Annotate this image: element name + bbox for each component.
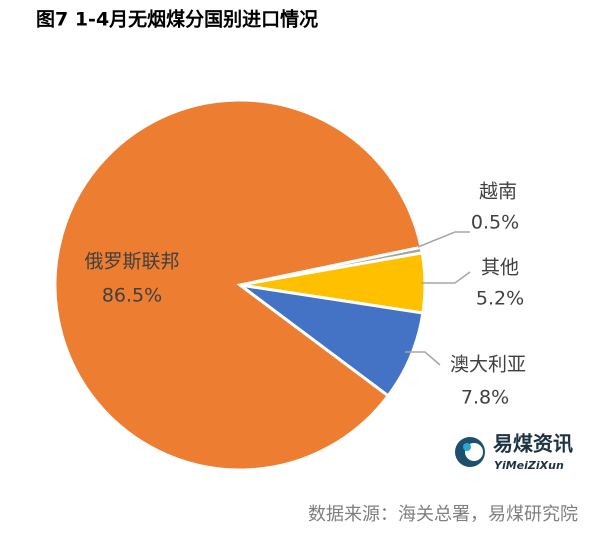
slice-label: 俄罗斯联邦 xyxy=(84,251,179,273)
logo-subtitle: YiMeiZiXun xyxy=(494,459,564,472)
chart-title: 图7 1-4月无烟煤分国别进口情况 xyxy=(36,8,318,31)
pie-slice xyxy=(53,98,423,472)
logo-title: 易煤资讯 xyxy=(493,432,573,456)
slice-label: 其他 xyxy=(481,257,519,279)
slice-label: 澳大利亚 xyxy=(450,354,526,376)
value-label: 0.5% xyxy=(471,212,519,234)
slice-label: 越南 xyxy=(479,181,517,203)
value-label: 7.8% xyxy=(461,387,509,409)
value-label: 86.5% xyxy=(102,285,162,307)
leader-line xyxy=(421,271,471,284)
source: 数据来源：海关总署，易煤研究院 xyxy=(308,504,578,525)
leader-line xyxy=(417,231,470,248)
leader-line xyxy=(405,351,441,366)
value-label: 5.2% xyxy=(476,288,524,310)
logo-icon xyxy=(463,443,471,451)
logo: 易煤资讯 YiMeiZiXun xyxy=(455,432,573,472)
